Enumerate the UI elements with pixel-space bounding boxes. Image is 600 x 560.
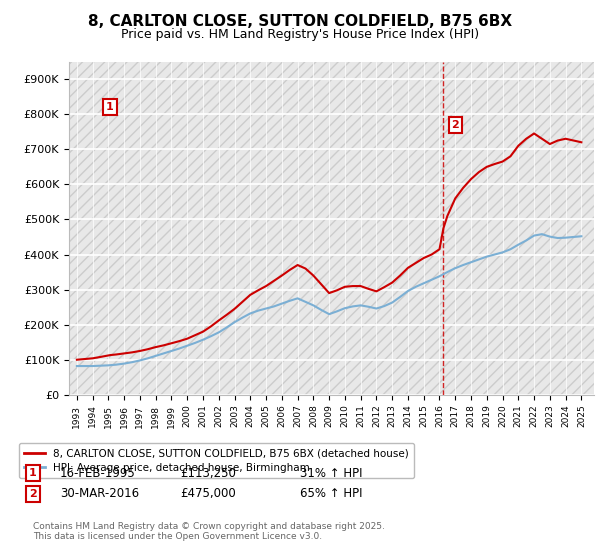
Text: Contains HM Land Registry data © Crown copyright and database right 2025.
This d: Contains HM Land Registry data © Crown c… — [33, 522, 385, 542]
Text: 2: 2 — [29, 489, 37, 499]
Text: 16-FEB-1995: 16-FEB-1995 — [60, 466, 136, 480]
Text: 2: 2 — [451, 120, 459, 130]
Text: 8, CARLTON CLOSE, SUTTON COLDFIELD, B75 6BX: 8, CARLTON CLOSE, SUTTON COLDFIELD, B75 … — [88, 14, 512, 29]
Text: 31% ↑ HPI: 31% ↑ HPI — [300, 466, 362, 480]
Text: 30-MAR-2016: 30-MAR-2016 — [60, 487, 139, 501]
Text: Price paid vs. HM Land Registry's House Price Index (HPI): Price paid vs. HM Land Registry's House … — [121, 28, 479, 41]
Legend: 8, CARLTON CLOSE, SUTTON COLDFIELD, B75 6BX (detached house), HPI: Average price: 8, CARLTON CLOSE, SUTTON COLDFIELD, B75 … — [19, 444, 415, 478]
Text: 1: 1 — [106, 102, 114, 112]
Text: £475,000: £475,000 — [180, 487, 236, 501]
Text: 1: 1 — [29, 468, 37, 478]
Text: 65% ↑ HPI: 65% ↑ HPI — [300, 487, 362, 501]
Text: £113,250: £113,250 — [180, 466, 236, 480]
